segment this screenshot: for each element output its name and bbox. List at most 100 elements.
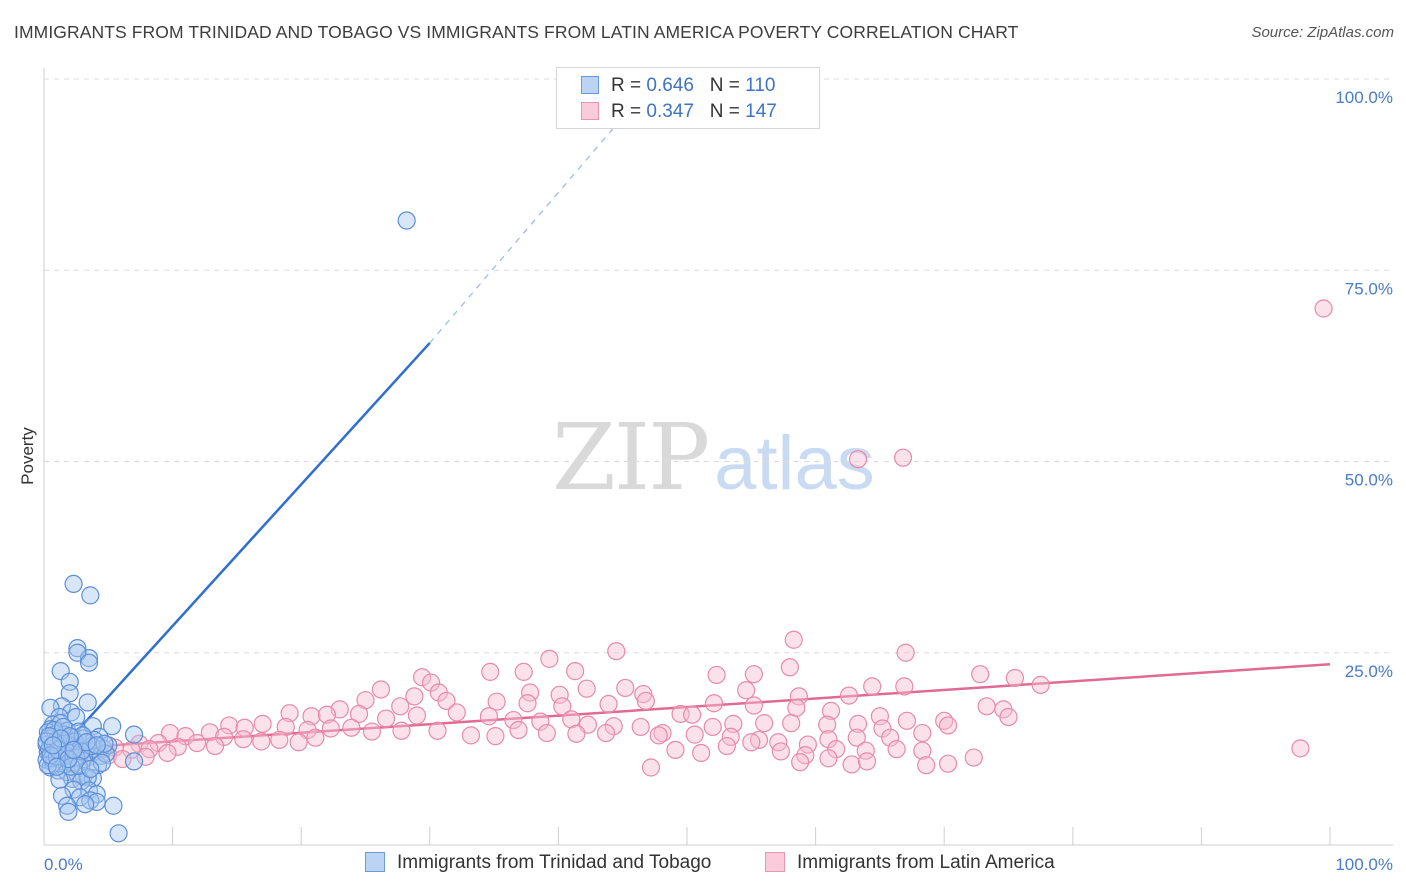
x-tick-label-max: 100.0% <box>1335 855 1393 874</box>
watermark-atlas: atlas <box>714 421 875 506</box>
point-latin-america <box>842 755 861 774</box>
point-latin-america <box>342 718 361 737</box>
point-latin-america <box>641 758 661 777</box>
point-latin-america <box>540 649 559 668</box>
point-latin-america <box>220 716 239 735</box>
point-trinidad <box>47 757 66 776</box>
trend-line-trinidad-extension <box>429 116 624 344</box>
point-latin-america <box>298 720 317 740</box>
point-latin-america <box>1031 675 1050 694</box>
point-latin-america <box>893 448 913 467</box>
point-latin-america <box>509 720 528 740</box>
legend-row-latin-america: R = 0.347 N = 147 <box>581 101 777 127</box>
legend-n-label: N = <box>709 101 740 122</box>
y-axis-label: Poverty <box>18 427 37 485</box>
bottom-legend-swatch-blue <box>365 852 385 872</box>
point-latin-america <box>848 714 868 733</box>
point-latin-america <box>302 707 321 726</box>
point-latin-america <box>848 450 868 469</box>
point-latin-america <box>289 733 308 752</box>
point-latin-america <box>447 703 466 722</box>
point-trinidad <box>104 796 123 815</box>
point-latin-america <box>704 694 724 713</box>
point-latin-america <box>521 683 540 702</box>
point-trinidad <box>68 639 87 658</box>
point-latin-america <box>827 740 846 759</box>
point-latin-america <box>798 735 817 754</box>
point-latin-america <box>158 743 177 763</box>
point-latin-america <box>487 692 506 711</box>
point-trinidad <box>52 786 72 805</box>
point-latin-america <box>317 705 337 724</box>
point-latin-america <box>187 733 207 753</box>
point-latin-america <box>200 723 219 742</box>
point-trinidad <box>67 707 86 727</box>
point-latin-america <box>631 717 650 737</box>
point-latin-america <box>234 730 253 749</box>
x-tick-label-min: 0.0% <box>44 855 83 874</box>
point-latin-america <box>235 718 254 737</box>
point-latin-america <box>649 726 668 745</box>
legend-swatch-blue <box>581 76 599 94</box>
point-latin-america <box>514 662 533 681</box>
point-latin-america <box>819 749 838 768</box>
point-trinidad <box>124 752 144 771</box>
point-trinidad <box>78 693 97 712</box>
bottom-legend-trinidad: Immigrants from Trinidad and Tobago <box>365 852 711 874</box>
point-trinidad <box>81 759 100 779</box>
point-trinidad <box>47 747 66 766</box>
trend-line-latin-america <box>43 662 1331 752</box>
point-trinidad <box>68 643 87 662</box>
point-latin-america <box>819 730 838 749</box>
point-latin-america <box>780 658 799 677</box>
point-latin-america <box>839 686 859 705</box>
point-trinidad <box>92 753 111 773</box>
point-latin-america <box>168 737 187 756</box>
point-latin-america <box>847 728 866 747</box>
point-latin-america <box>486 727 505 746</box>
point-latin-america <box>280 704 299 723</box>
point-latin-america <box>744 665 763 684</box>
point-latin-america <box>349 704 369 724</box>
point-latin-america <box>887 740 906 759</box>
point-latin-america <box>938 754 958 773</box>
data-points <box>37 211 1333 843</box>
point-latin-america <box>1314 299 1333 318</box>
point-latin-america <box>376 709 396 728</box>
point-latin-america <box>897 711 917 730</box>
watermark-zip: ZIP <box>552 404 710 511</box>
y-tick-label: 25.0% <box>1345 662 1393 681</box>
point-trinidad <box>81 586 100 605</box>
legend-row-trinidad: R = 0.646 N = 110 <box>581 75 775 101</box>
trend-line-trinidad <box>43 342 431 769</box>
point-trinidad <box>79 649 99 668</box>
point-latin-america <box>567 724 586 743</box>
point-latin-america <box>742 733 761 752</box>
point-latin-america <box>321 719 340 738</box>
point-latin-america <box>599 694 618 714</box>
point-trinidad <box>397 211 416 230</box>
point-trinidad <box>124 725 144 744</box>
point-latin-america <box>977 697 996 716</box>
point-latin-america <box>113 749 132 769</box>
point-latin-america <box>437 691 456 711</box>
bottom-legend-latin-america: Immigrants from Latin America <box>765 852 1055 874</box>
point-latin-america <box>479 707 499 726</box>
bottom-legend-label: Immigrants from Latin America <box>797 852 1055 873</box>
point-latin-america <box>391 697 410 716</box>
point-latin-america <box>604 717 623 736</box>
point-trinidad <box>103 717 122 736</box>
point-trinidad <box>51 729 70 748</box>
point-latin-america <box>717 736 736 756</box>
point-latin-america <box>371 680 391 699</box>
point-latin-america <box>270 730 289 750</box>
point-latin-america <box>873 719 892 738</box>
point-latin-america <box>481 662 500 681</box>
trend-lines <box>43 116 1331 769</box>
point-trinidad <box>69 756 88 776</box>
point-latin-america <box>550 685 569 704</box>
point-latin-america <box>703 717 722 737</box>
legend-n-value: 110 <box>745 75 776 96</box>
legend-swatch-pink <box>581 102 599 120</box>
